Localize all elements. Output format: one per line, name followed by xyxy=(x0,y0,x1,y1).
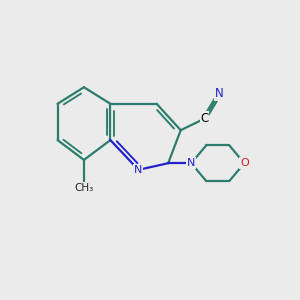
Text: O: O xyxy=(240,158,249,168)
Text: CH₃: CH₃ xyxy=(74,183,94,193)
Text: C: C xyxy=(200,112,208,125)
Text: N: N xyxy=(187,158,196,168)
Text: N: N xyxy=(215,87,224,101)
Text: N: N xyxy=(134,165,142,175)
